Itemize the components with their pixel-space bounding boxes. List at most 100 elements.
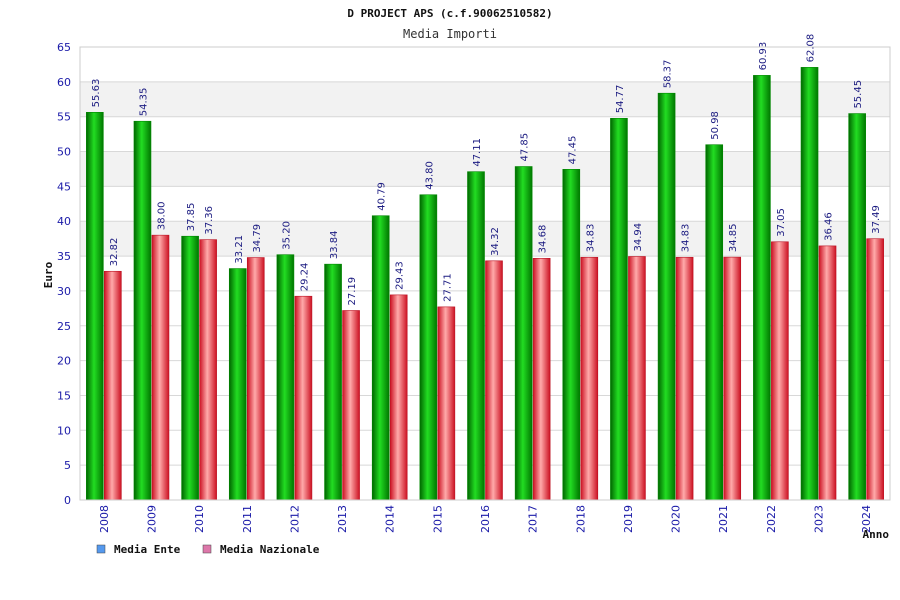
y-tick-label: 20 <box>57 355 71 368</box>
x-tick-label: 2016 <box>479 505 492 533</box>
value-label: 40.79 <box>377 182 388 211</box>
y-tick-label: 40 <box>57 215 71 228</box>
x-tick-label: 2011 <box>241 505 254 533</box>
value-label: 34.94 <box>633 223 644 252</box>
legend-swatch-media-ente <box>96 544 106 554</box>
y-tick-label: 10 <box>57 424 71 437</box>
x-tick-label: 2013 <box>336 505 349 533</box>
bar-media-ente-2018 <box>562 169 581 501</box>
chart-subtitle: Media Importi <box>403 27 497 41</box>
x-tick-label: 2008 <box>98 505 111 533</box>
value-label: 37.36 <box>204 206 215 235</box>
bar-media-ente-2015 <box>419 194 438 501</box>
y-tick-label: 45 <box>57 180 71 193</box>
x-tick-label: 2020 <box>670 505 683 533</box>
x-tick-label: 2021 <box>717 505 730 533</box>
bar-media-ente-2019 <box>610 117 628 501</box>
value-label: 54.77 <box>615 85 626 114</box>
value-label: 60.93 <box>758 42 769 71</box>
value-label: 34.68 <box>538 225 549 254</box>
bar-media-nazionale-2014 <box>389 294 408 501</box>
bar-media-nazionale-2020 <box>675 256 694 501</box>
bar-media-ente-2017 <box>514 166 533 501</box>
value-label: 62.08 <box>806 34 817 63</box>
y-tick-label: 50 <box>57 146 71 159</box>
bar-media-ente-2013 <box>324 263 342 501</box>
x-tick-label: 2019 <box>622 505 635 533</box>
value-label: 29.43 <box>395 261 406 290</box>
value-label: 34.83 <box>681 224 692 253</box>
value-label: 43.80 <box>424 161 435 190</box>
y-tick-label: 35 <box>57 250 71 263</box>
value-label: 29.24 <box>299 263 310 292</box>
bar-media-nazionale-2011 <box>246 257 265 501</box>
x-tick-label: 2015 <box>431 505 444 533</box>
bar-media-ente-2020 <box>657 92 676 501</box>
bar-media-nazionale-2012 <box>294 295 313 501</box>
x-tick-label: 2024 <box>860 505 873 533</box>
x-tick-label: 2022 <box>765 505 778 533</box>
bar-media-ente-2014 <box>371 215 390 501</box>
bar-media-ente-2009 <box>133 120 152 501</box>
bar-media-nazionale-2008 <box>104 270 122 501</box>
bar-media-nazionale-2015 <box>437 306 456 501</box>
x-tick-label: 2014 <box>384 505 397 533</box>
bar-media-nazionale-2013 <box>342 310 360 501</box>
legend: Media Ente Media Nazionale <box>96 543 320 556</box>
y-tick-label: 65 <box>57 41 71 54</box>
value-label: 33.21 <box>234 235 245 264</box>
value-label: 34.83 <box>585 224 596 253</box>
bar-media-ente-2016 <box>467 171 485 501</box>
bar-media-nazionale-2019 <box>628 256 646 501</box>
value-label: 37.85 <box>186 203 197 232</box>
bar-media-ente-2011 <box>228 268 247 501</box>
bar-media-nazionale-2018 <box>580 256 599 501</box>
bars-group <box>86 67 884 501</box>
x-tick-label: 2012 <box>288 505 301 533</box>
bar-media-ente-2008 <box>86 112 104 501</box>
bar-media-nazionale-2022 <box>771 241 789 501</box>
value-label: 27.71 <box>442 273 453 302</box>
x-axis-label: Anno <box>863 528 890 541</box>
x-axis-ticks: 2008 2009 2010 2011 2012 2013 2014 2015 2016 2017… <box>98 505 873 533</box>
value-label: 34.85 <box>728 223 739 252</box>
value-label: 37.05 <box>776 208 787 237</box>
value-labels-group: 55.63 32.82 54.35 38.00 37.85 37.36 33.21 34.79… <box>91 34 882 306</box>
y-tick-label: 55 <box>57 111 71 124</box>
y-tick-label: 15 <box>57 389 71 402</box>
legend-label-media-ente: Media Ente <box>114 543 181 556</box>
bar-media-ente-2023 <box>800 67 819 501</box>
bar-media-nazionale-2016 <box>485 260 503 501</box>
x-tick-label: 2018 <box>574 505 587 533</box>
x-tick-label: 2010 <box>193 505 206 533</box>
bar-media-nazionale-2009 <box>151 234 170 501</box>
value-label: 55.63 <box>91 79 102 108</box>
legend-swatch-media-nazionale <box>202 544 212 554</box>
y-axis-label: Euro <box>42 261 55 288</box>
value-label: 36.46 <box>824 212 835 241</box>
bar-media-ente-2010 <box>181 235 199 501</box>
value-label: 33.84 <box>329 231 340 260</box>
bar-media-nazionale-2024 <box>866 238 884 501</box>
bar-media-ente-2021 <box>705 144 724 501</box>
value-label: 38.00 <box>156 202 167 231</box>
bar-media-nazionale-2021 <box>723 256 742 501</box>
y-tick-label: 60 <box>57 76 71 89</box>
x-tick-label: 2017 <box>527 505 540 533</box>
value-label: 47.85 <box>520 133 531 162</box>
bar-media-ente-2022 <box>753 75 771 501</box>
value-label: 47.45 <box>567 136 578 165</box>
bar-media-nazionale-2010 <box>199 239 217 501</box>
value-label: 50.98 <box>710 111 721 140</box>
value-label: 55.45 <box>853 80 864 109</box>
value-label: 34.79 <box>252 224 263 253</box>
y-tick-label: 30 <box>57 285 71 298</box>
value-label: 34.32 <box>490 227 501 256</box>
value-label: 32.82 <box>109 238 120 267</box>
value-label: 27.19 <box>347 277 358 306</box>
bar-media-nazionale-2017 <box>532 258 551 501</box>
y-axis-ticks: 0 5 10 15 20 25 30 35 40 45 50 55 60 65 <box>57 41 71 507</box>
x-tick-label: 2023 <box>813 505 826 533</box>
value-label: 58.37 <box>663 60 674 89</box>
